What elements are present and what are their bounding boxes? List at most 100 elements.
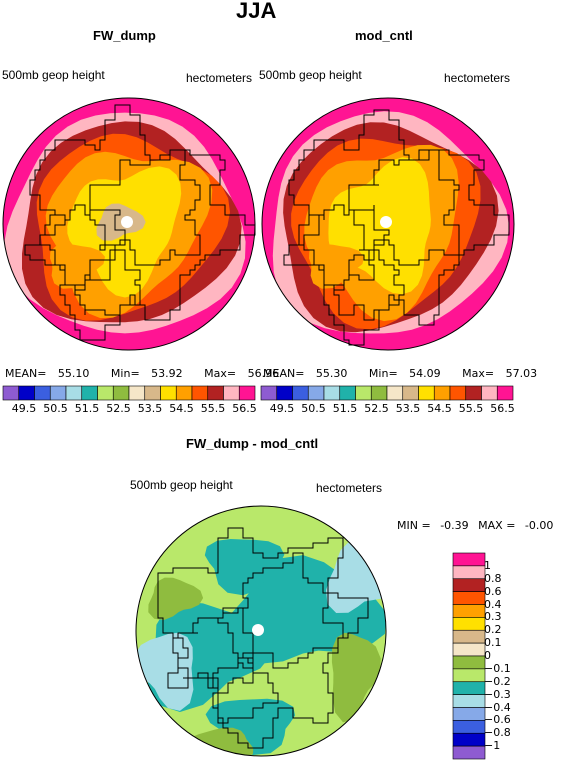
panel-fw-right-label: hectometers [186,71,253,85]
diff-stats: MIN = -0.39 MAX = -0.00 [397,519,553,532]
diff-title: FW_dump - mod_cntl [186,436,319,451]
colorbar-cell [452,642,486,657]
mean-value: 55.30 [315,367,348,380]
colorbar-cell [452,745,486,760]
mean-label: MEAN= [263,367,305,380]
colorbar-difference [452,552,486,760]
continent-outline [89,149,201,266]
colorbar-tick-label: 0.1 [484,636,502,650]
colorbar-cell [452,707,486,721]
colorbar-cell [452,694,486,708]
polar-map-difference [135,505,387,757]
map-boundary [2,97,256,351]
max-label: Max= [462,367,495,380]
colorbar-cell [452,591,486,605]
min-label: Min= [110,367,140,380]
diff-max-label: MAX = [478,519,516,532]
contour-band [148,577,204,620]
colorbar-tick-label: 50.5 [43,402,68,415]
min-value: 53.92 [151,367,183,380]
colorbar-tick-label: 0.6 [484,584,502,598]
colorbar-cell [18,385,35,401]
colorbar-cell [81,385,98,401]
colorbar-cell [386,385,404,401]
continent-outline [298,204,390,291]
contour-band [331,632,381,723]
colorbar-cell [144,385,161,401]
colorbar-cell [452,565,486,580]
colorbar-cell [452,617,486,631]
island-outline [212,657,279,724]
continent-outline [217,552,344,669]
contour-band [136,632,194,711]
colorbar-cell [481,385,498,401]
contour-band [205,698,296,755]
island-outline [74,249,141,316]
colorbar-cell [449,385,467,401]
colorbar-difference-ticks: 1 0.8 0.6 0.4 0.3 0.2 0.1 0 −0.1 −0.2 −0.3 −0.4 −0.6… [484,552,524,760]
contour-band [50,244,105,289]
colorbar-cell [49,385,67,401]
colorbar-tick-label: 54.5 [169,402,194,415]
max-value: 56.96 [247,367,280,380]
map-boundary [261,97,515,351]
continent-outline [39,204,126,291]
island-outline [333,249,405,321]
contour-fills [262,98,514,350]
colorbar-cell [112,385,130,401]
colorbar-fw-ticks: 49.5 50.5 51.5 52.5 53.5 54.5 55.5 56.5 [3,402,257,416]
panel-mod-left-label: 500mb geop height [259,68,362,82]
colorbar-tick-label: −0.1 [484,661,511,675]
colorbar-cell [418,385,435,401]
colorbar-tick-label: 0.2 [484,623,502,637]
pole-hole [252,624,264,636]
colorbar-tick-label: 50.5 [301,402,326,415]
diff-min-value: -0.39 [440,519,469,532]
panel-mod-right-label: hectometers [444,71,511,85]
colorbar-tick-label: −1 [484,739,501,753]
colorbar-cell [452,668,486,683]
colorbar-cell [65,385,83,401]
colorbar-cell [452,629,486,644]
panel-fw-left-label: 500mb geop height [2,68,105,82]
contour-fills [136,506,386,756]
colorbar-tick-label: 53.5 [395,402,421,415]
colorbar-cell [292,385,309,401]
pole-hole [121,216,133,228]
min-label: Min= [368,367,398,380]
colorbar-tick-label: 53.5 [137,402,163,415]
colorbar-cell [339,385,356,401]
colorbar-cell [370,385,388,401]
colorbar-tick-label: 51.5 [332,402,358,415]
colorbar-tick-label: −0.3 [484,687,511,701]
mean-value: 55.10 [57,367,90,380]
diff-right-label: hectometers [316,481,383,495]
colorbar-fw-dump [2,385,256,401]
colorbar-mod-ticks: 49.5 50.5 51.5 52.5 53.5 54.5 55.5 56.5 [261,402,515,416]
colorbar-cell [496,385,514,401]
colorbar-tick-label: −0.6 [484,713,511,727]
colorbar-cell [223,385,240,401]
panel-title-fw-dump: FW_dump [93,28,156,43]
colorbar-cell [128,385,146,401]
panel-fw-stats: MEAN= 55.10 Min= 53.92 Max= 56.96 [5,367,279,380]
colorbar-tick-label: 0.3 [484,610,502,624]
colorbar-tick-label: 1 [484,558,491,572]
polar-map-mod-cntl [261,97,515,351]
colorbar-cell [323,385,341,401]
min-value: 54.09 [409,367,441,380]
diff-min-label: MIN = [397,519,431,532]
colorbar-cell [307,385,325,401]
colorbar-cell [452,552,486,567]
colorbar-tick-label: 56.5 [232,402,257,415]
colorbar-cell [2,385,20,401]
contour-band [309,244,364,289]
colorbar-cell [402,385,419,401]
max-value: 57.03 [505,367,538,380]
colorbar-mod-cntl [260,385,514,401]
coastlines [157,527,369,749]
colorbar-cell [452,578,486,592]
pole-hole [380,216,392,228]
colorbar-cell [207,385,224,401]
colorbar-cell [160,385,177,401]
